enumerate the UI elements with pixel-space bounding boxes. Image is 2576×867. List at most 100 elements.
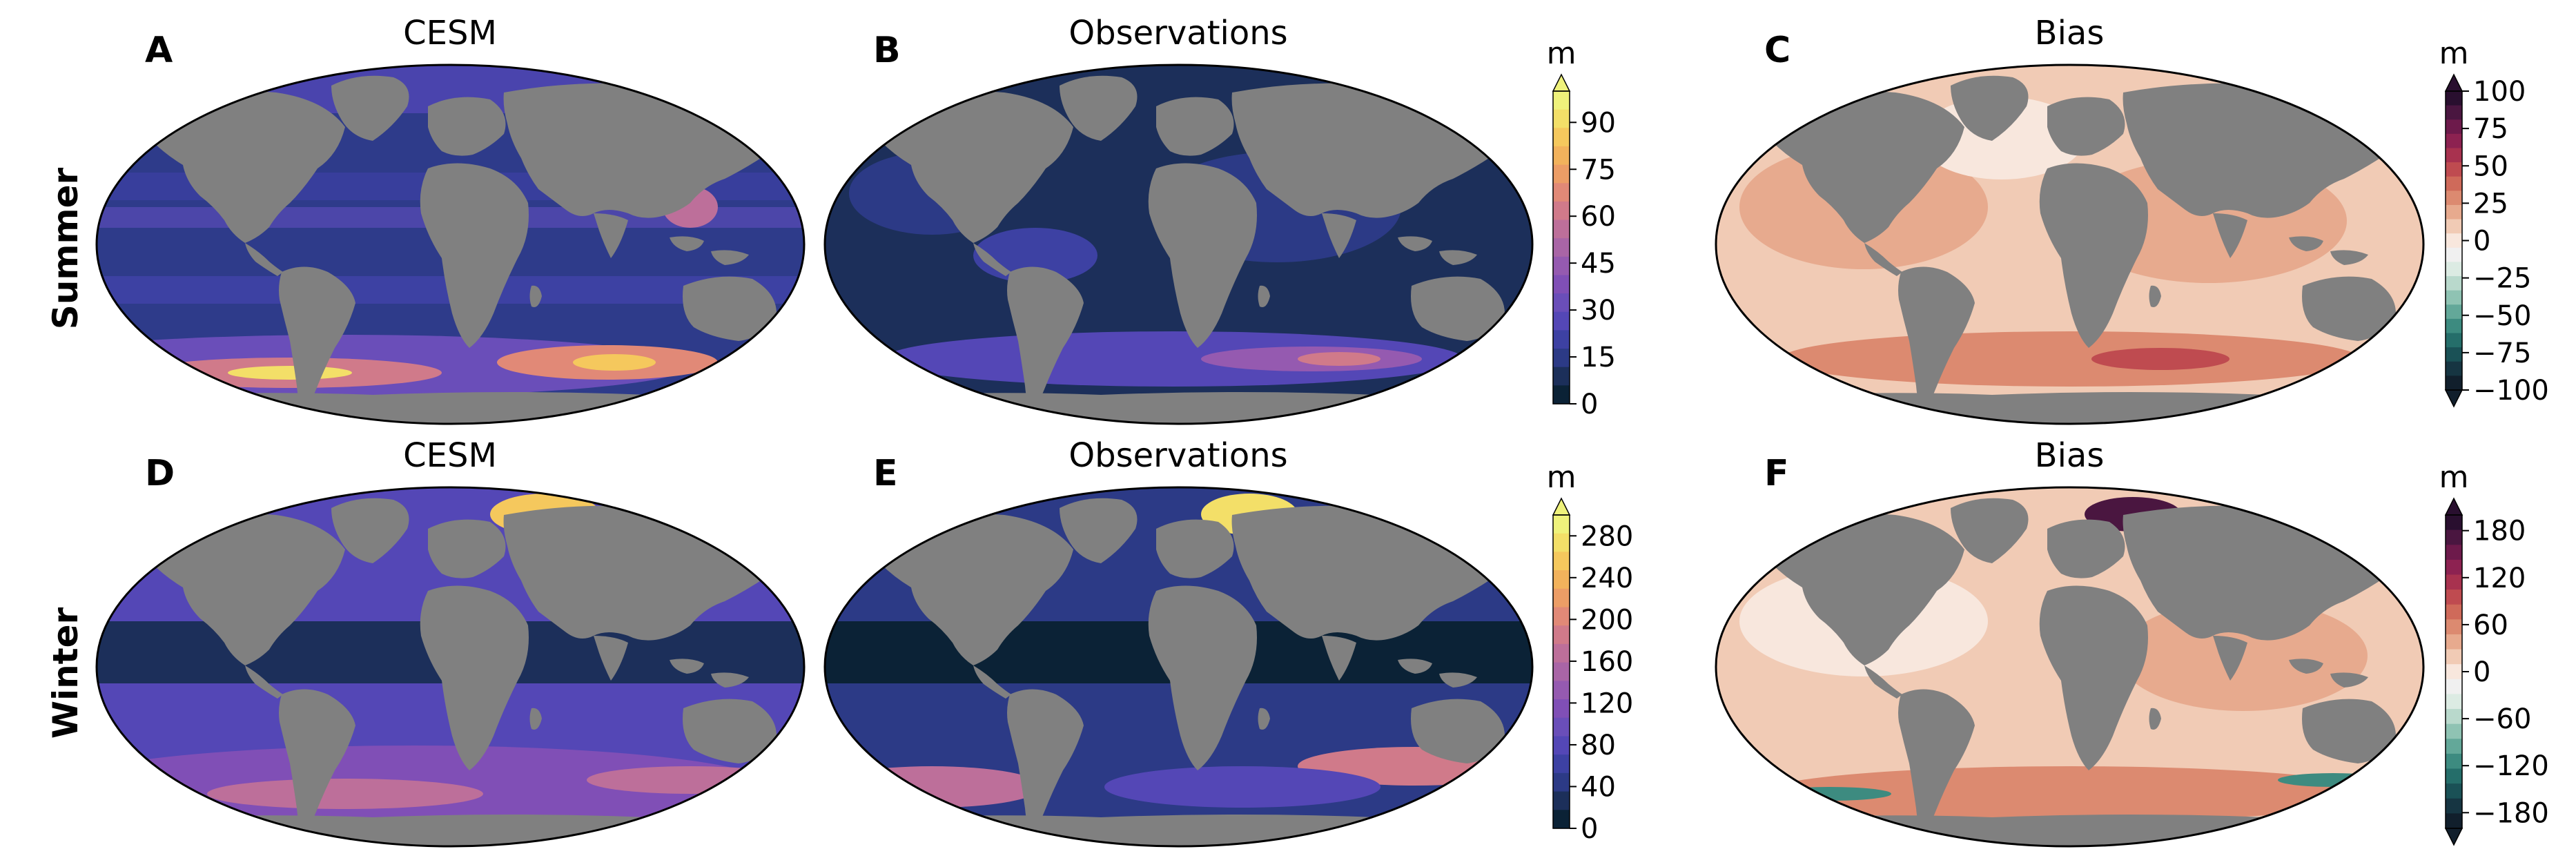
colorbar-segment	[2446, 723, 2462, 739]
colorbar-segment	[1553, 330, 1570, 349]
colorbar-tick-label: 45	[1581, 248, 1616, 280]
colorbar-segment	[2446, 262, 2462, 277]
colorbar-segment	[2446, 347, 2462, 362]
colorbar-tick-label: −180	[2473, 797, 2549, 829]
colorbar-segment	[1553, 183, 1570, 202]
colorbar-tick-label: 25	[2473, 188, 2508, 220]
colorbar-segment	[1553, 349, 1570, 368]
colorbar-segment	[2446, 574, 2462, 590]
colorbar-segment	[1553, 699, 1570, 719]
map-bias-winter	[1716, 487, 2423, 846]
panel-title-d: CESM	[403, 436, 497, 475]
colorbar-tick-label: 80	[1581, 730, 1616, 761]
colorbar-segment	[2446, 148, 2462, 163]
colorbar-segment	[1553, 772, 1570, 792]
colorbar-tick-label: 75	[2473, 113, 2508, 145]
colorbar-segment	[1553, 552, 1570, 571]
colorbar-tick-label: 100	[2473, 76, 2526, 108]
colorbar-segment	[1553, 238, 1570, 257]
colorbar-segment	[2446, 318, 2462, 334]
colorbar-segment	[2446, 91, 2462, 106]
map-outline-e	[823, 486, 1534, 848]
colorbar-tick-label: −100	[2473, 375, 2549, 407]
colorbar-tick-label: 240	[1581, 563, 1633, 594]
colorbar-segment	[1553, 533, 1570, 553]
panel-letter-b: B	[873, 30, 901, 71]
colorbar-segment	[2446, 813, 2462, 829]
colorbar-extend-min	[2444, 828, 2463, 846]
colorbar-unit-label: m	[2439, 460, 2469, 495]
colorbar-extend-max	[2444, 497, 2463, 516]
colorbar-tick-label: 0	[2473, 226, 2490, 257]
colorbar-segment	[1553, 810, 1570, 829]
colorbar-segment	[1553, 681, 1570, 700]
colorbar-segment	[2446, 133, 2462, 149]
panel-title-a: CESM	[403, 14, 497, 52]
colorbar-tick-label: −50	[2473, 300, 2531, 332]
colorbar-segment	[2446, 694, 2462, 710]
colorbar-tick-label: −120	[2473, 750, 2549, 782]
colorbar-tick-label: 120	[2473, 563, 2526, 594]
colorbar-segment	[2446, 176, 2462, 191]
row-label-winter: Winter	[46, 607, 86, 739]
colorbar-extend-max	[1552, 497, 1571, 516]
colorbar-frame	[1552, 514, 1570, 829]
colorbar-segment	[2446, 515, 2462, 531]
colorbar-tick-label: 75	[1581, 154, 1616, 186]
colorbar-segment	[1553, 570, 1570, 590]
map-observations-summer	[825, 65, 1532, 424]
colorbar-segment	[2446, 333, 2462, 348]
colorbar-segment	[2446, 664, 2462, 680]
colorbar-extend-min	[2444, 389, 2463, 408]
colorbar-segment	[1553, 625, 1570, 645]
colorbar-tick-label: 90	[1581, 107, 1616, 139]
colorbar-segment	[2446, 753, 2462, 770]
colorbar-winter-depth: m 0 40 80 120 160 200 240 280	[1547, 460, 1634, 845]
colorbar-segment	[2446, 709, 2462, 725]
colorbar-segment	[2446, 219, 2462, 234]
colorbar-tick-label: 280	[1581, 520, 1633, 552]
colorbar-tick-label: 200	[1581, 604, 1633, 636]
colorbar-segment	[2446, 361, 2462, 376]
colorbar-segment	[1553, 643, 1570, 663]
map-outline-f	[1715, 486, 2425, 848]
panel-letter-a: A	[145, 30, 173, 71]
colorbar-segment	[1553, 91, 1570, 110]
map-cesm-summer	[97, 65, 804, 424]
colorbar-segment	[2446, 545, 2462, 561]
colorbar-segment	[2446, 783, 2462, 799]
colorbar-segment	[2446, 304, 2462, 320]
panel-title-b: Observations	[1069, 14, 1287, 52]
colorbar-segment	[1553, 293, 1570, 313]
colorbar-tick-label: 120	[1581, 688, 1633, 719]
colorbar-segment	[1553, 164, 1570, 184]
colorbar-tick-label: 0	[1581, 389, 1598, 420]
colorbar-tick-label: 60	[1581, 201, 1616, 233]
colorbar-tick-label: 15	[1581, 342, 1616, 373]
colorbar-segment	[2446, 290, 2462, 305]
colorbar-segment	[1553, 109, 1570, 128]
row-label-summer: Summer	[46, 167, 86, 329]
map-outline-a	[95, 64, 806, 425]
colorbar-segment	[1553, 275, 1570, 294]
colorbar-segment	[1553, 220, 1570, 239]
colorbar-unit-label: m	[1547, 36, 1577, 71]
colorbar-tick-label: 0	[1581, 813, 1598, 845]
colorbar-segment	[2446, 559, 2462, 576]
panel-letter-d: D	[145, 453, 175, 494]
colorbar-extend-max	[2444, 73, 2463, 92]
colorbar-tick-label: 40	[1581, 771, 1616, 803]
colorbar-segment	[2446, 768, 2462, 784]
colorbar-segment	[2446, 162, 2462, 177]
colorbar-segment	[2446, 604, 2462, 620]
colorbar-frame	[1552, 90, 1570, 405]
colorbar-segment	[2446, 247, 2462, 263]
colorbar-segment	[2446, 619, 2462, 635]
colorbar-summer-depth: m 0 15 30 45 60 75 90	[1547, 36, 1616, 420]
panel-letter-c: C	[1764, 30, 1790, 71]
colorbar-segment	[2446, 119, 2462, 135]
colorbar-segment	[2446, 204, 2462, 220]
colorbar-segment	[2446, 191, 2462, 206]
